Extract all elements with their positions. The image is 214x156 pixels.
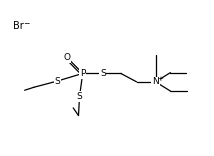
Text: Br: Br xyxy=(13,21,24,31)
Text: +: + xyxy=(157,76,163,82)
Text: −: − xyxy=(23,19,30,28)
Text: S: S xyxy=(55,77,60,85)
Text: N: N xyxy=(152,77,159,86)
Text: S: S xyxy=(100,69,106,78)
Text: O: O xyxy=(63,53,70,62)
Text: S: S xyxy=(77,92,82,101)
Text: P: P xyxy=(80,69,85,78)
